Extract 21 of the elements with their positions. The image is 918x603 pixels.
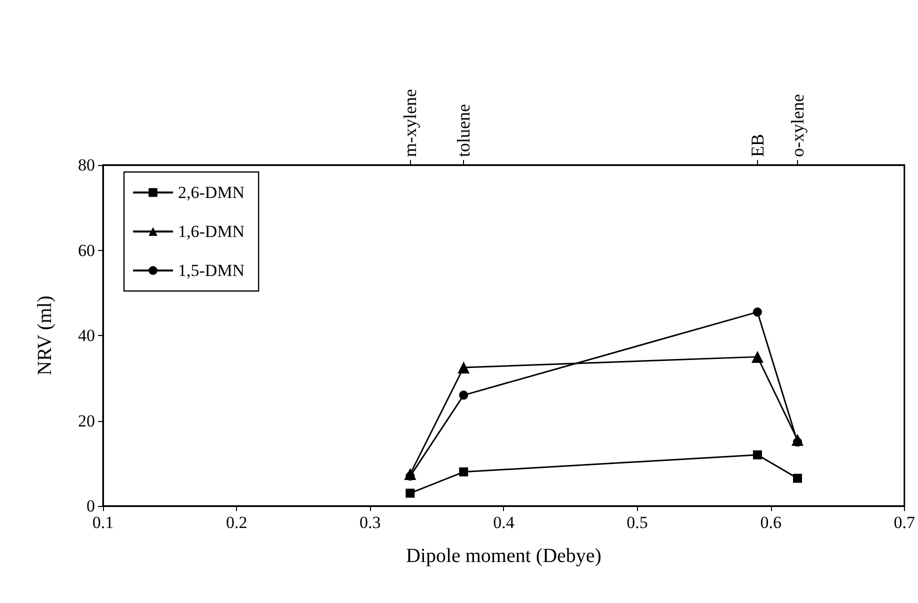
x-tick-label: 0.7 (894, 513, 916, 532)
x-axis-title: Dipole moment (Debye) (406, 545, 602, 567)
x-tick-label: 0.3 (360, 513, 381, 532)
annotation: o-xylene (788, 94, 808, 157)
y-tick-label: 80 (78, 156, 95, 174)
legend-label: 2,6-DMN (178, 183, 245, 202)
y-tick-label: 20 (78, 411, 95, 430)
annotation: EB (747, 134, 768, 157)
x-tick-label: 0.5 (626, 513, 648, 532)
y-tick-label: 0 (86, 496, 95, 516)
x-tick-label: 0.2 (226, 513, 248, 532)
legend-label: 1,5-DMN (178, 261, 245, 280)
y-tick-label: 60 (78, 240, 95, 260)
annotation: toluene (454, 104, 474, 157)
annotation: m-xylene (400, 89, 420, 157)
y-tick-label: 40 (78, 326, 95, 345)
x-tick-label: 0.1 (92, 513, 114, 532)
x-tick-label: 0.6 (760, 513, 782, 532)
y-axis-title: NRV (ml) (34, 296, 56, 376)
x-tick-label: 0.4 (493, 513, 515, 532)
legend-label: 1,6-DMN (178, 222, 245, 241)
